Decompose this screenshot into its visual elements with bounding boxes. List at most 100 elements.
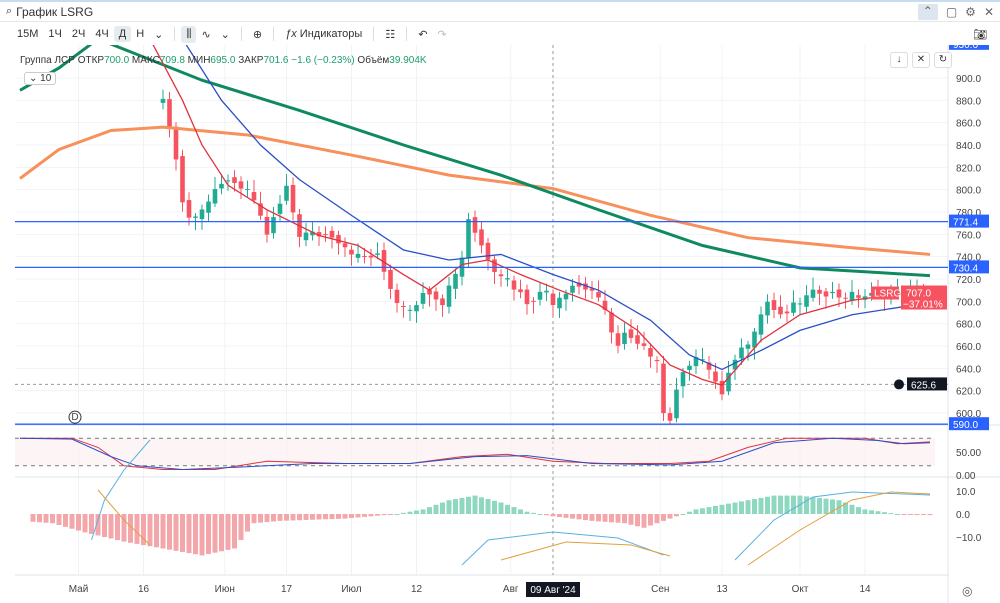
chevron-down-icon[interactable]: ⌄ bbox=[220, 28, 230, 41]
macd-histogram-bar bbox=[420, 509, 426, 514]
interval-4h[interactable]: 4Ч bbox=[95, 28, 109, 40]
macd-histogram-bar bbox=[505, 504, 510, 514]
price-tick-label: 740.0 bbox=[956, 253, 981, 264]
legend-close: 701.6 bbox=[263, 55, 289, 66]
macd-histogram-bar bbox=[232, 514, 237, 549]
macd-histogram-bar bbox=[303, 514, 309, 520]
refresh-icon[interactable]: ↻ bbox=[934, 52, 952, 68]
macd-histogram-bar bbox=[485, 499, 491, 514]
macd-histogram-bar bbox=[466, 496, 471, 514]
macd-histogram-bar bbox=[368, 514, 374, 517]
layout-icon[interactable]: ☷ bbox=[385, 28, 396, 41]
macd-histogram-bar bbox=[167, 514, 172, 550]
candle-body bbox=[498, 274, 504, 277]
price-label-level1-bg bbox=[949, 214, 989, 228]
macd-histogram-bar bbox=[186, 514, 192, 554]
search-icon[interactable]: ⌕ bbox=[6, 5, 13, 17]
macd-histogram-bar bbox=[862, 509, 868, 514]
candle-body bbox=[427, 289, 432, 295]
macd-histogram-bar bbox=[108, 514, 114, 539]
macd-histogram-bar bbox=[849, 504, 855, 514]
interval-2h[interactable]: 2Ч bbox=[71, 28, 86, 40]
gear-icon[interactable]: ⚙ bbox=[965, 5, 976, 19]
candle-body bbox=[290, 184, 296, 213]
candle-body bbox=[206, 201, 211, 213]
osc-tick-label: 50.00 bbox=[956, 448, 981, 459]
interval-1h[interactable]: 1Ч bbox=[48, 28, 62, 40]
macd-histogram-bar bbox=[297, 514, 302, 521]
macd-histogram-bar bbox=[706, 507, 712, 514]
candle-body bbox=[323, 234, 328, 236]
macd-histogram-bar bbox=[843, 502, 848, 514]
candle-body bbox=[531, 300, 536, 302]
add-compare-icon[interactable]: ⊕ bbox=[252, 28, 263, 41]
candle-body bbox=[667, 413, 673, 421]
title-bar: ⌕ График LSRG ⌃ ▢ ⚙ ✕ bbox=[0, 0, 1000, 22]
indicators-button[interactable]: ƒx Индикаторы bbox=[280, 26, 367, 42]
legend-open-label: ОТКР bbox=[77, 55, 105, 66]
macd-histogram-bar bbox=[401, 512, 406, 514]
macd-histogram-bar bbox=[511, 507, 517, 514]
macd-histogram-bar bbox=[479, 497, 484, 514]
candle-body bbox=[264, 216, 270, 235]
macd-histogram-bar bbox=[394, 514, 400, 515]
candle-body bbox=[661, 363, 666, 414]
macd-histogram-bar bbox=[557, 514, 562, 518]
symbol-tag: LSRG bbox=[874, 289, 901, 300]
candle-body bbox=[284, 185, 289, 201]
macd-histogram-bar bbox=[427, 507, 432, 514]
macd-histogram-bar bbox=[50, 514, 55, 524]
time-tick-label: 17 bbox=[281, 584, 293, 595]
signal-line bbox=[97, 489, 151, 546]
legend-high: 709.8 bbox=[159, 55, 185, 66]
macd-histogram-bar bbox=[518, 509, 523, 514]
interval-week[interactable]: Н bbox=[136, 28, 145, 40]
legend-open: 700.0 bbox=[104, 55, 130, 66]
macd-histogram-bar bbox=[674, 514, 679, 517]
interval-day[interactable]: Д bbox=[113, 26, 132, 42]
macd-histogram-bar bbox=[407, 511, 413, 514]
event-marker-icon bbox=[68, 410, 82, 424]
price-label-level3-bg bbox=[949, 417, 989, 431]
macd-histogram-bar bbox=[667, 514, 673, 519]
line-chart-icon[interactable]: ∿ bbox=[201, 28, 211, 41]
candle-body bbox=[804, 295, 809, 307]
macd-histogram-bar bbox=[771, 495, 777, 514]
chevron-down-icon[interactable]: ⌄ bbox=[154, 28, 164, 41]
collapse-icon[interactable]: ⌃ bbox=[917, 4, 938, 20]
camera-icon[interactable]: 📷︎ bbox=[973, 28, 987, 41]
candle-body bbox=[160, 98, 166, 103]
candle-body bbox=[362, 256, 367, 258]
candle-body bbox=[310, 231, 315, 236]
candle-body bbox=[492, 259, 497, 273]
eye-icon[interactable]: ◎ bbox=[962, 584, 973, 598]
candle-body bbox=[784, 311, 790, 314]
last-price-bg bbox=[901, 285, 947, 310]
maximize-icon[interactable]: ▢ bbox=[945, 5, 958, 19]
candle-body bbox=[557, 297, 562, 309]
price-label-level1: 771.4 bbox=[953, 218, 978, 229]
macd-histogram-bar bbox=[726, 503, 731, 514]
close-icon[interactable]: ✕ bbox=[983, 5, 994, 19]
price-chart[interactable]: D 600.0 620.0 640.0 660.0 680.0 700.0 720.0 740.… bbox=[0, 45, 1000, 603]
candle-body bbox=[628, 329, 634, 338]
candle-body bbox=[622, 332, 627, 344]
candle-body bbox=[355, 253, 361, 258]
redo-icon[interactable]: ↷ bbox=[437, 28, 447, 41]
interval-15m[interactable]: 15М bbox=[17, 28, 39, 40]
collapse-indicators-button[interactable]: ⌄ 10 bbox=[24, 72, 57, 85]
candle-body bbox=[518, 289, 523, 293]
undo-icon[interactable]: ↶ bbox=[418, 28, 428, 41]
candle-body bbox=[219, 183, 224, 189]
price-tick-label: 680.0 bbox=[956, 320, 981, 331]
macd-histogram-bar bbox=[219, 514, 224, 552]
ma-line-green bbox=[19, 45, 931, 278]
osc-line-blue bbox=[19, 437, 931, 470]
macd-histogram-bar bbox=[713, 505, 718, 514]
candles-icon[interactable]: ⫼ bbox=[181, 25, 197, 43]
price-label-top: 930.6 bbox=[953, 45, 978, 51]
macd-histogram-bar bbox=[362, 514, 367, 517]
macd-histogram-bar bbox=[537, 514, 543, 515]
arrow-down-icon[interactable]: ↓ bbox=[890, 52, 908, 68]
collapse-arrows-icon[interactable]: ✕ bbox=[912, 52, 930, 68]
